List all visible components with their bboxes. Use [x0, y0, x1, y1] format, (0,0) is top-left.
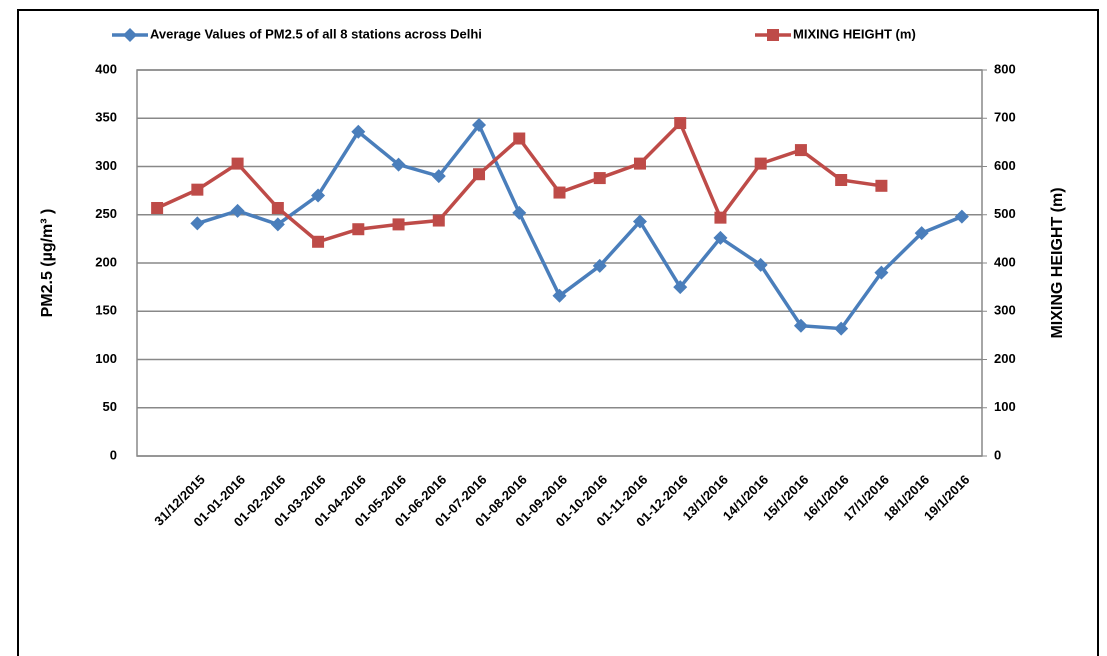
point	[123, 28, 137, 42]
y2-tick-label: 600	[994, 158, 1016, 173]
point	[632, 214, 647, 229]
y2-tick-label: 300	[994, 303, 1016, 318]
point	[552, 288, 567, 303]
point	[713, 230, 728, 245]
point	[794, 144, 807, 157]
point	[674, 117, 687, 130]
y2-tick-label: 200	[994, 351, 1016, 366]
point	[231, 157, 244, 170]
y-tick-label: 150	[95, 303, 117, 318]
point	[592, 258, 607, 273]
point	[714, 211, 727, 224]
legend-label: Average Values of PM2.5 of all 8 station…	[150, 26, 482, 41]
point	[191, 183, 204, 196]
point	[271, 201, 284, 214]
point	[472, 118, 487, 133]
point	[270, 217, 285, 232]
point	[512, 205, 527, 220]
point	[793, 318, 808, 333]
frame	[17, 9, 1099, 656]
point	[352, 223, 365, 236]
point	[835, 174, 848, 187]
point	[311, 188, 326, 203]
point	[834, 321, 849, 336]
y-tick-label: 350	[95, 110, 117, 125]
y-tick-label: 200	[95, 254, 117, 269]
point	[767, 29, 779, 41]
point	[673, 280, 688, 295]
point	[553, 186, 566, 199]
series-line	[196, 121, 963, 331]
y2-tick-label: 500	[994, 206, 1016, 221]
y2-tick-label: 700	[994, 110, 1016, 125]
point	[753, 257, 768, 272]
point	[230, 203, 245, 218]
point	[351, 124, 366, 139]
point	[392, 218, 405, 231]
point	[391, 157, 406, 172]
point	[312, 235, 325, 248]
y-tick-label: 0	[110, 447, 117, 462]
point	[954, 209, 969, 224]
point	[473, 168, 486, 181]
y2-tick-label: 100	[994, 399, 1016, 414]
point	[190, 216, 205, 231]
point	[593, 172, 606, 185]
point	[513, 132, 526, 145]
y-axis-title: PM2.5 (µg/m³ )	[39, 209, 56, 318]
y-tick-label: 300	[95, 158, 117, 173]
point	[875, 179, 888, 192]
point	[754, 157, 767, 170]
point	[914, 226, 929, 241]
y2-tick-label: 400	[994, 254, 1016, 269]
y-tick-label: 100	[95, 351, 117, 366]
y2-tick-label: 0	[994, 447, 1001, 462]
point	[874, 265, 889, 280]
y-tick-label: 50	[103, 399, 117, 414]
point	[432, 214, 445, 227]
point	[151, 201, 164, 214]
y2-axis-title: MIXING HEIGHT (m)	[1049, 187, 1066, 338]
y-tick-label: 400	[95, 61, 117, 76]
point	[633, 157, 646, 170]
point	[431, 169, 446, 184]
y-tick-label: 250	[95, 206, 117, 221]
y2-tick-label: 800	[994, 61, 1016, 76]
legend-label: MIXING HEIGHT (m)	[793, 26, 916, 41]
